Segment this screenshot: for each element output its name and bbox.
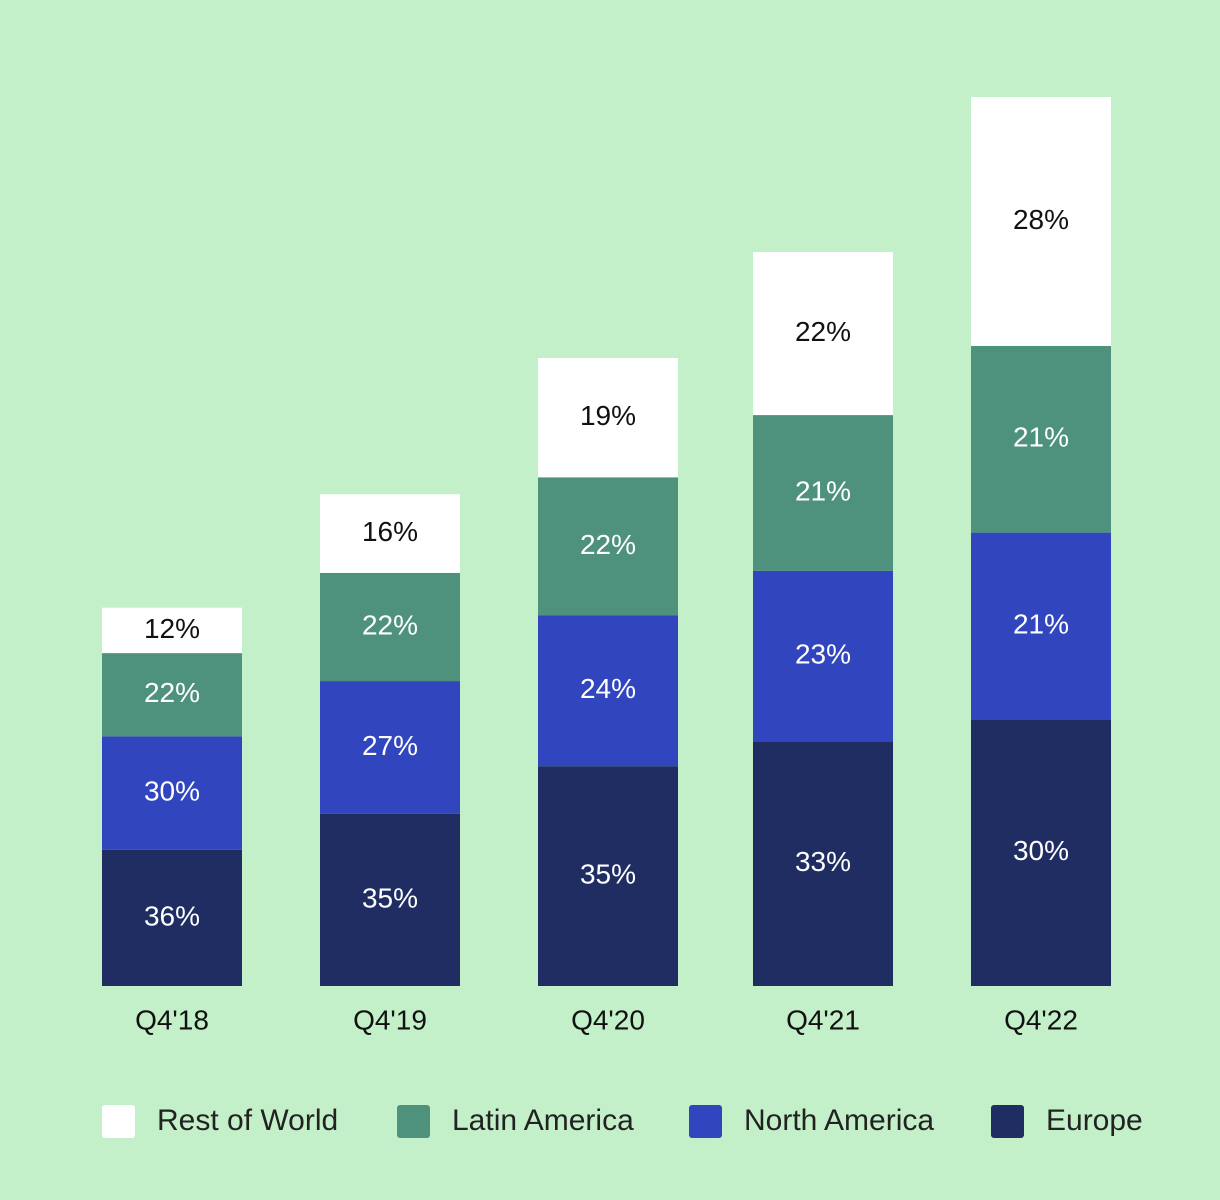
bar-segment xyxy=(753,570,893,742)
legend-label: North America xyxy=(744,1104,934,1137)
bar-segment xyxy=(102,653,242,737)
bar-segment xyxy=(971,532,1111,720)
legend-label: Europe xyxy=(1046,1104,1143,1137)
value-label: 35% xyxy=(580,858,636,889)
bar-segment xyxy=(320,572,460,682)
value-label: 19% xyxy=(580,400,636,431)
bar-segment xyxy=(538,615,678,767)
value-label: 23% xyxy=(795,638,851,669)
x-tick-label: Q4'20 xyxy=(571,1004,645,1035)
value-label: 21% xyxy=(1013,422,1069,453)
value-label: 36% xyxy=(144,900,200,931)
bar-segment xyxy=(320,681,460,814)
x-tick-label: Q4'19 xyxy=(353,1004,427,1035)
value-label: 30% xyxy=(144,775,200,806)
value-label: 21% xyxy=(1013,608,1069,639)
bar-segment xyxy=(971,719,1111,986)
value-label: 28% xyxy=(1013,204,1069,235)
value-label: 22% xyxy=(795,316,851,347)
value-label: 30% xyxy=(1013,835,1069,866)
bar-segment xyxy=(753,741,893,986)
bar-segment xyxy=(538,358,678,478)
value-label: 22% xyxy=(362,609,418,640)
bar-segment xyxy=(753,415,893,571)
bar-segment xyxy=(753,251,893,416)
legend-label: Latin America xyxy=(452,1104,634,1137)
value-label: 33% xyxy=(795,846,851,877)
bar-segment xyxy=(971,97,1111,346)
legend-label: Rest of World xyxy=(157,1104,338,1137)
bar-segment xyxy=(102,849,242,986)
value-label: 35% xyxy=(362,882,418,913)
bar-segment xyxy=(538,766,678,986)
bar-segment xyxy=(538,477,678,616)
bar-segment xyxy=(102,736,242,850)
legend-swatch xyxy=(102,1105,135,1138)
legend-swatch xyxy=(991,1105,1024,1138)
x-tick-label: Q4'18 xyxy=(135,1004,209,1035)
value-label: 27% xyxy=(362,730,418,761)
value-label: 22% xyxy=(580,529,636,560)
bar-segment xyxy=(971,345,1111,533)
bar-segment xyxy=(102,607,242,654)
x-tick-label: Q4'22 xyxy=(1004,1004,1078,1035)
legend-swatch xyxy=(689,1105,722,1138)
value-label: 22% xyxy=(144,677,200,708)
value-label: 16% xyxy=(362,516,418,547)
value-label: 12% xyxy=(144,613,200,644)
bar-segment xyxy=(320,813,460,986)
x-tick-label: Q4'21 xyxy=(786,1004,860,1035)
legend-swatch xyxy=(397,1105,430,1138)
value-label: 24% xyxy=(580,673,636,704)
bar-segment xyxy=(320,494,460,573)
value-label: 21% xyxy=(795,475,851,506)
